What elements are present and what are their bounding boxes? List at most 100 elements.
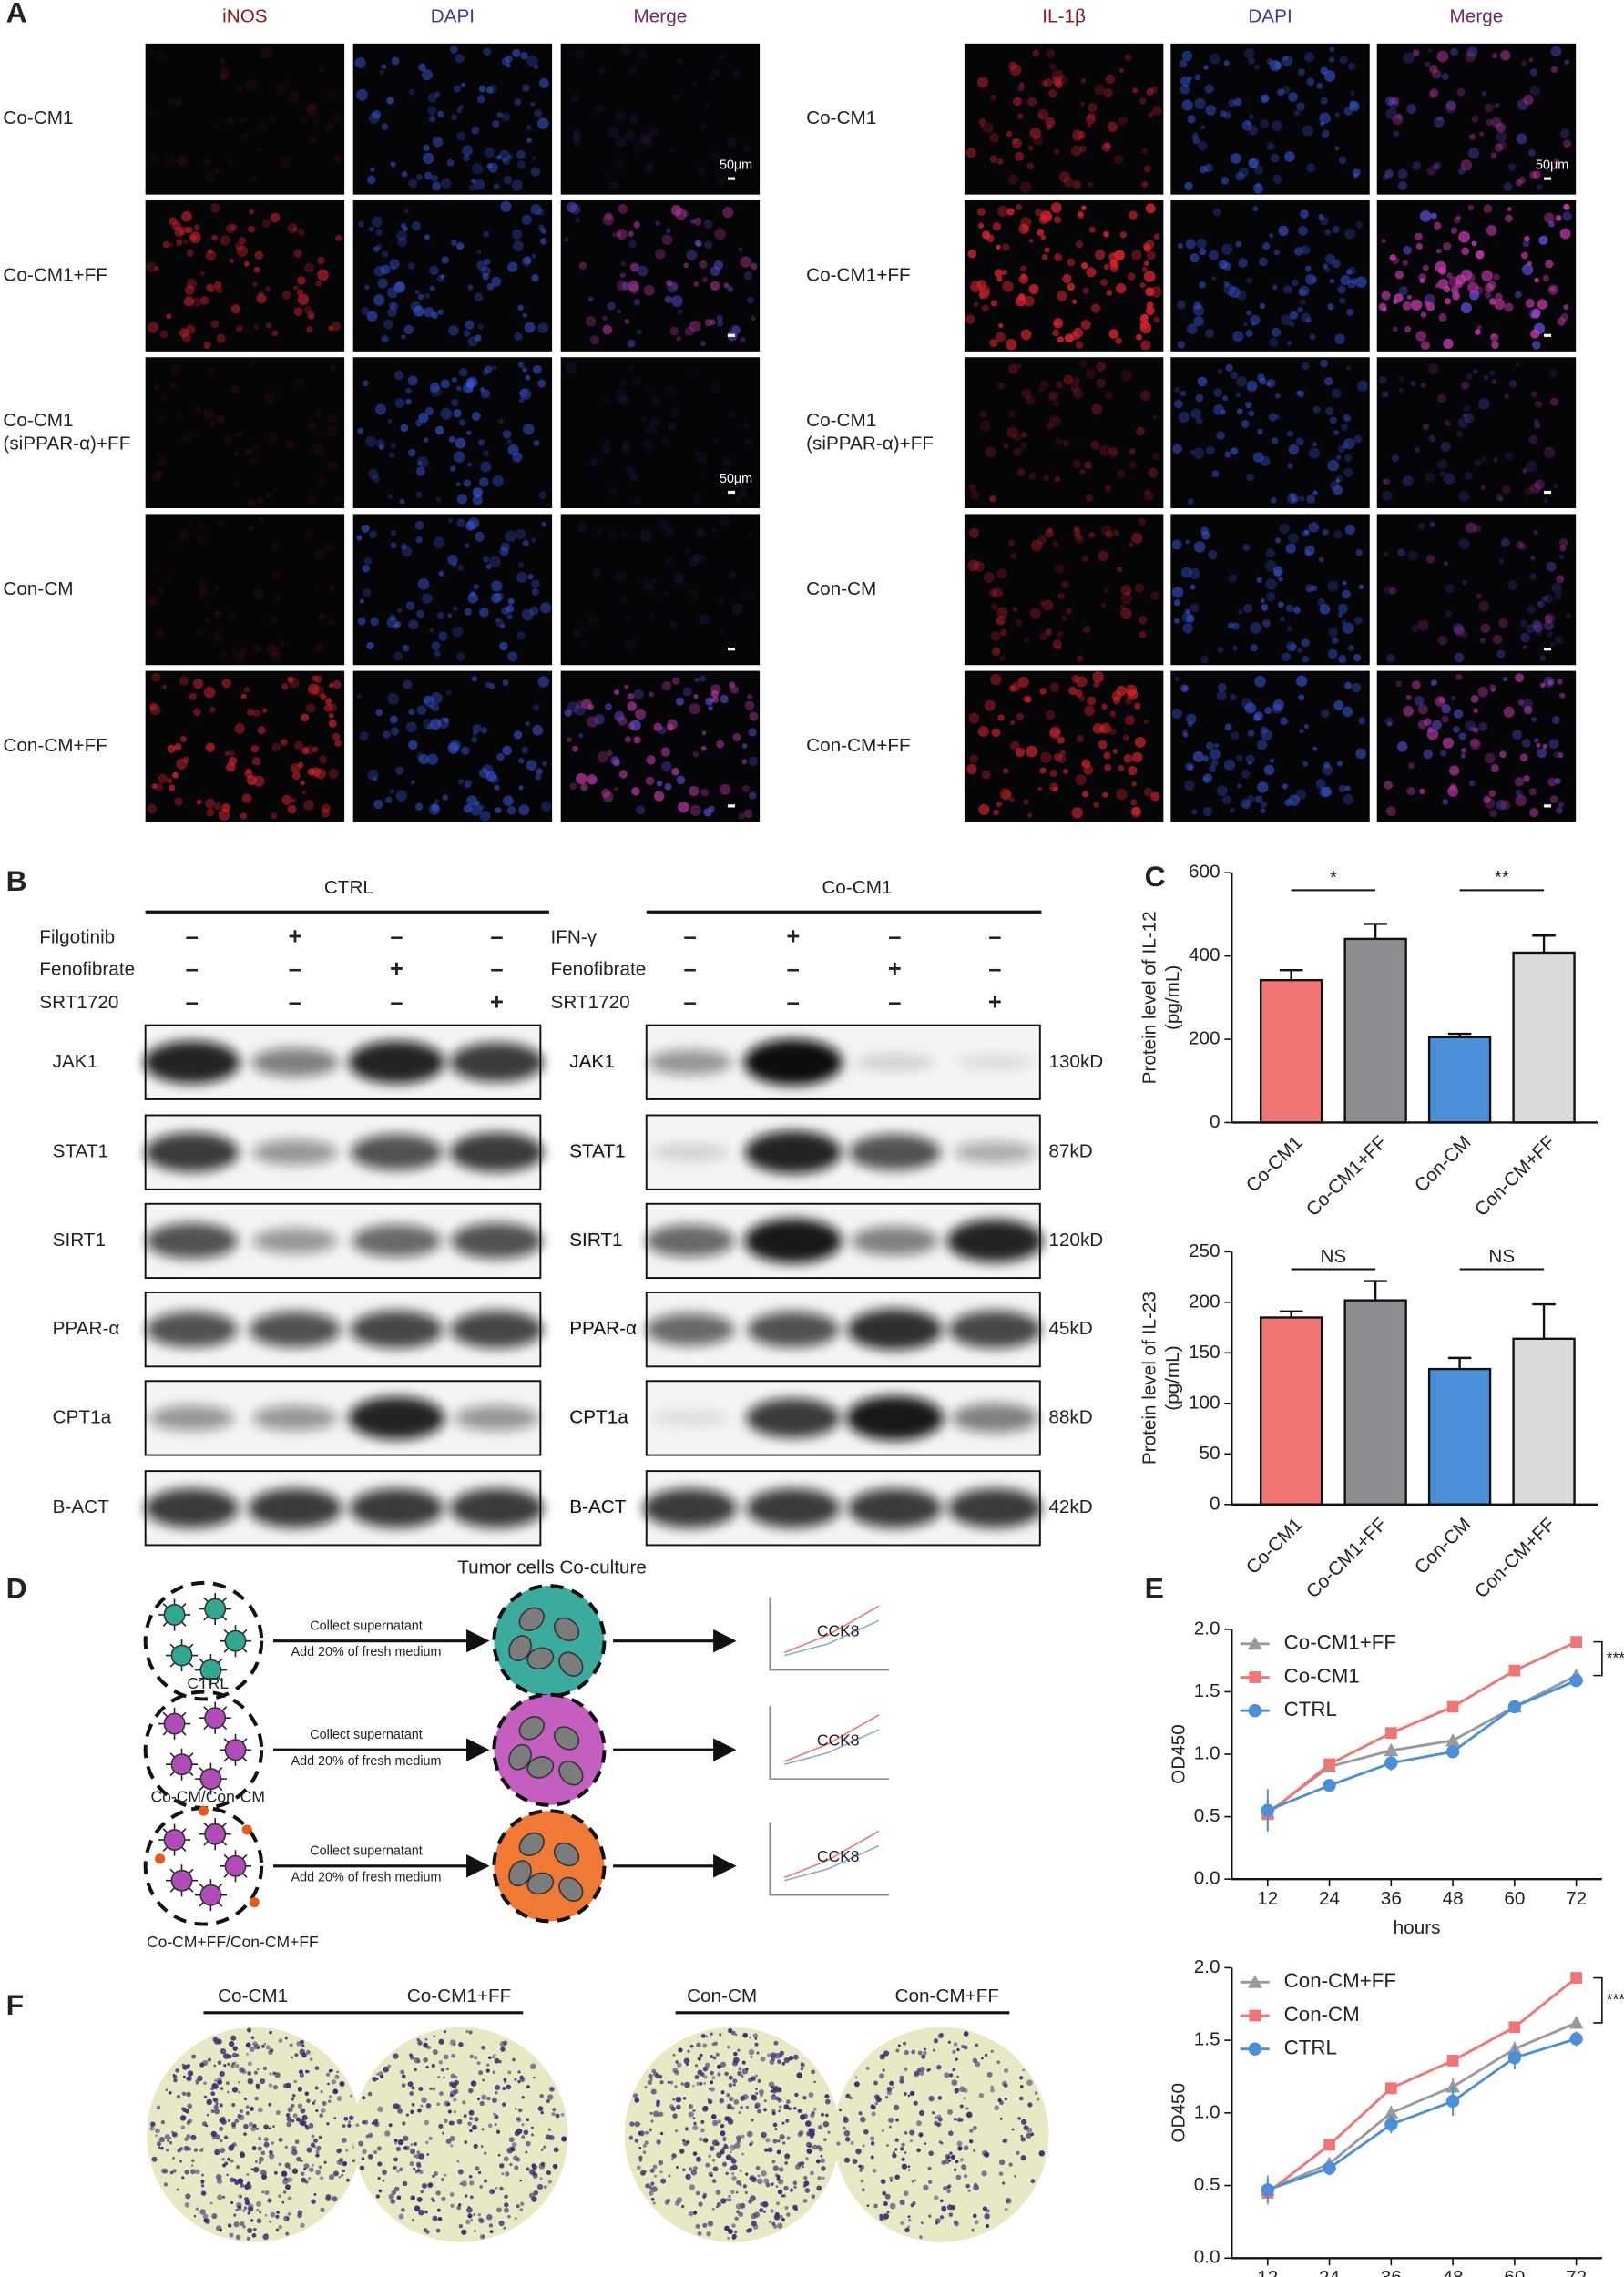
migrated-cell [467,2213,473,2219]
migrated-cell [314,2066,320,2070]
cell [503,175,513,185]
migrated-cell [711,2119,719,2127]
cell [1248,158,1258,168]
migrated-cell [754,2074,759,2078]
migrated-cell [172,2074,178,2079]
cell [614,389,626,401]
cell [1254,675,1266,688]
migrated-cell [741,2134,745,2139]
migrated-cell [190,2159,195,2163]
migrated-cell [347,2123,352,2128]
cell [1325,253,1336,265]
cell [1381,239,1386,244]
cell [456,242,465,250]
cell [1087,111,1096,120]
migrated-cell [327,2082,330,2086]
cell [1103,751,1111,760]
cell [197,628,206,637]
cell [1209,748,1221,760]
cell [312,444,324,456]
cell [1145,203,1156,214]
migrated-cell [738,2110,741,2115]
migrated-cell [693,2121,697,2126]
scale-bar [728,177,735,180]
migrated-cell [781,2061,786,2066]
migrated-cell [939,2215,945,2220]
migrated-cell [786,2136,791,2140]
migrated-cell [726,2093,730,2098]
migrated-cell [336,2096,342,2101]
migrated-cell [654,2174,657,2178]
cell [1319,112,1331,125]
migrated-cell [911,2049,916,2055]
cell [1530,483,1541,494]
cell [223,434,233,444]
cell [1536,630,1542,637]
cell [1496,131,1507,143]
migrated-cell [222,2195,226,2199]
migrated-cell [1008,2162,1013,2167]
cell [996,244,1001,250]
migrated-cell [190,2164,194,2167]
band [349,1488,444,1528]
cell [1542,743,1547,749]
migrated-cell [669,2080,674,2085]
cell [1087,696,1097,706]
cell [524,322,536,333]
scale-bar [728,333,735,337]
migrated-cell [526,2085,530,2089]
migrated-cell [771,2221,776,2226]
migrated-cell [892,2152,897,2159]
cell [1461,247,1470,256]
transwell [352,2027,568,2242]
cell [1228,286,1241,299]
migrated-cell [362,2096,366,2100]
cell [580,783,588,791]
cell [377,278,388,289]
cell [1431,69,1442,79]
cell [308,135,317,144]
migrated-cell [393,2157,398,2162]
cell [1496,649,1506,659]
migrated-cell [859,2164,865,2170]
migrated-cell [802,2165,804,2169]
cell [1451,286,1459,294]
mini-line [784,1619,880,1657]
legend-label: Co-CM1 [1284,1664,1360,1687]
cell [1222,795,1231,805]
cell [319,755,328,764]
migrated-cell [410,2195,415,2200]
cell [1398,387,1404,393]
cell [1550,46,1562,57]
cell [1104,485,1112,493]
cell [660,436,670,446]
scale-bar [728,804,735,808]
cell [572,745,578,752]
cell [1096,362,1107,372]
cell [479,810,491,822]
cell [467,284,474,291]
migrated-cell [220,2147,226,2153]
cell [390,529,397,536]
migrated-cell [412,2167,416,2171]
migrated-cell [764,2148,769,2152]
migrated-cell [278,2038,283,2043]
cell [429,285,435,292]
cell [521,746,529,754]
band [650,1410,730,1426]
cell [1047,527,1053,533]
migrated-cell [755,2088,758,2091]
cell [500,542,510,552]
migrated-cell [692,2117,696,2120]
migrated-cell [175,2068,179,2073]
cell [624,129,635,140]
cell [463,479,472,487]
cell [1263,764,1275,776]
cell [1497,495,1504,503]
cell [179,226,188,235]
macrophage [199,1768,222,1791]
cell [438,570,444,577]
migrated-cell [638,2131,642,2136]
cell [1151,106,1162,116]
cell [1553,592,1562,601]
